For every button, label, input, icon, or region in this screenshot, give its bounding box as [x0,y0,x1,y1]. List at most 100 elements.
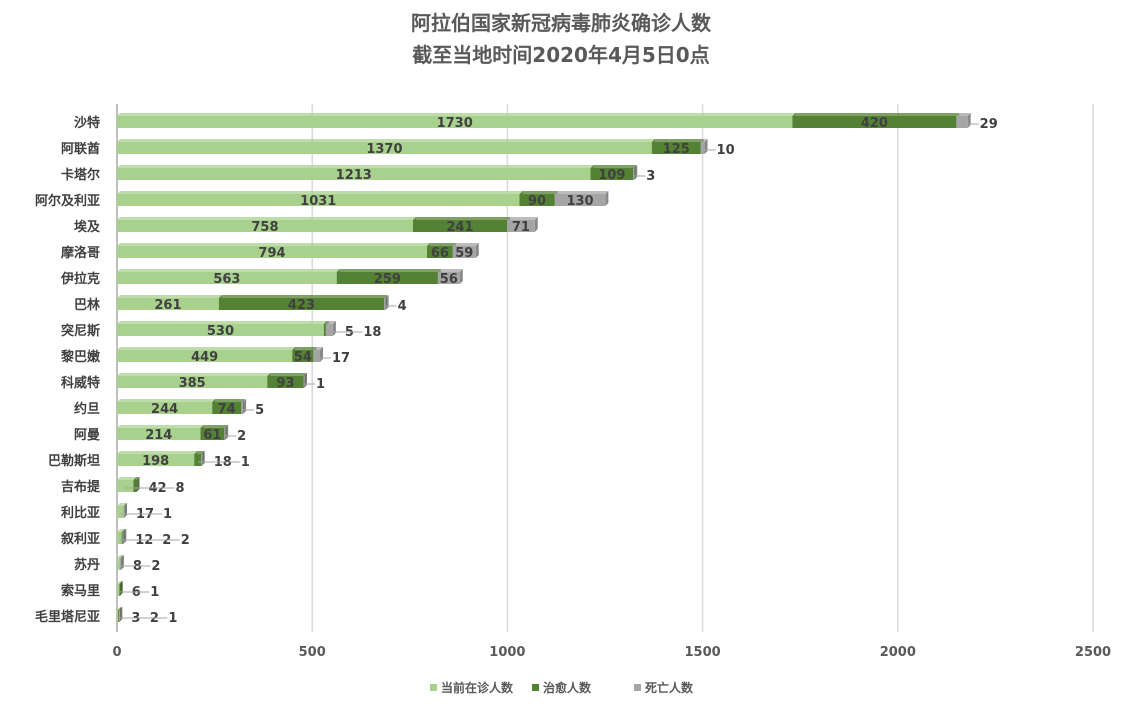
chart-subtitle: 截至当地时间2020年4月5日0点 [412,43,709,67]
bar-top-face [194,451,205,454]
bar-current [117,376,268,388]
bar-top-face [119,581,123,584]
data-label: 241 [446,220,473,235]
bar-current [117,246,427,258]
bar-recovered [323,324,326,336]
bar-top-face [412,217,511,220]
bar-top-face [323,321,329,324]
bar-top-face [792,113,960,116]
data-label: 420 [861,116,888,131]
bar-top-face [121,529,126,532]
legend-label: 当前在诊人数 [441,680,514,695]
bar-recovered [218,298,385,310]
bar-deaths [241,402,244,414]
bar-top-face [633,165,638,168]
bar-top-face [117,399,216,402]
bar-current [117,532,122,544]
data-label: 17 [332,351,350,366]
bar-top-face [117,139,655,142]
bar-recovered [651,142,701,154]
bar-top-face [117,347,296,350]
category-label: 苏丹 [74,557,100,573]
bar-current [117,298,219,310]
bar-top-face [313,347,324,350]
bar-top-face [123,503,128,506]
bar-top-face [507,217,538,220]
data-label: 1 [150,585,159,600]
bar-top-face [117,217,416,220]
data-label: 2 [237,429,246,444]
data-label: 61 [203,428,221,443]
bar-current [117,610,119,622]
bar-top-face [426,243,456,246]
bar-deaths [437,272,460,284]
data-label: 18 [363,325,381,340]
bar-top-face [201,451,205,454]
data-label: 261 [154,298,181,313]
bar-current [117,454,195,466]
legend-swatch [430,684,437,691]
x-tick-label: 2500 [1075,645,1111,660]
bar-top-face [303,373,308,376]
category-label: 阿尔及利亚 [35,193,100,209]
bar-current [117,116,793,128]
data-label: 3 [646,169,655,184]
bar-recovered [118,610,120,622]
category-label: 科威特 [61,375,100,391]
category-label: 吉布提 [61,479,101,495]
bar-current [117,194,520,206]
bar-recovered [590,168,634,180]
legend-swatch [634,684,641,691]
category-label: 索马里 [61,583,100,599]
bar-recovered [292,350,314,362]
bar-top-face [122,529,127,532]
data-label: 66 [431,246,449,261]
data-label: 198 [142,454,169,469]
bar-top-face [267,373,307,376]
data-label: 794 [258,246,285,261]
bar-side-face [475,243,479,258]
bar-deaths [303,376,305,388]
bar-current [117,558,121,570]
bar-current [117,350,293,362]
bar-deaths [224,428,226,440]
bar-deaths [201,454,203,466]
bar-top-face [118,607,122,610]
category-label: 阿曼 [74,428,100,443]
bar-recovered [792,116,957,128]
bar-top-face [590,165,637,168]
bar-side-face [534,217,538,232]
category-label: 巴勒斯坦 [48,453,100,469]
bar-top-face [117,425,204,428]
bar-top-face [117,477,137,480]
bar-deaths [452,246,476,258]
bar-recovered [200,428,225,440]
data-label: 93 [276,376,294,391]
category-label: 约旦 [74,401,100,417]
bar-top-face [117,295,222,298]
bar-recovered [336,272,438,284]
bar-recovered [412,220,508,232]
data-label: 74 [218,402,236,417]
bar-deaths [507,220,535,232]
data-label: 130 [566,194,593,209]
bar-recovered [212,402,242,414]
data-label: 1213 [336,168,372,183]
data-label: 90 [528,194,546,209]
category-label: 阿联酋 [61,141,100,157]
bar-top-face [519,191,558,194]
x-tick-label: 1500 [685,645,721,660]
bar-deaths [313,350,321,362]
bar-deaths [123,506,125,518]
bar-deaths [700,142,705,154]
category-label: 摩洛哥 [61,245,100,261]
x-tick-label: 1000 [489,645,525,660]
category-label: 毛里塔尼亚 [35,609,100,625]
category-label: 卡塔尔 [61,167,100,183]
data-label: 56 [440,272,458,287]
bar-recovered [194,454,202,466]
bar-top-face [117,321,327,324]
data-label: 1 [241,455,250,470]
bar-top-face [218,295,388,298]
